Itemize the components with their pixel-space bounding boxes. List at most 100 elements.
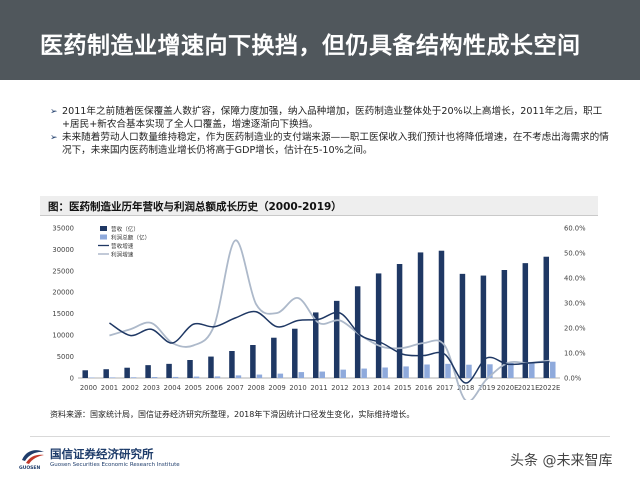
legend-swatch-revenue (100, 226, 107, 231)
bar-revenue (145, 365, 151, 378)
y-right-tick-label: 20.0% (564, 324, 586, 332)
bar-profit (298, 372, 305, 378)
y-right-tick-label: 0.0% (564, 374, 582, 382)
bar-profit (487, 364, 493, 378)
bar-profit (214, 376, 221, 378)
line-revenue-growth (109, 310, 550, 384)
bar-profit (319, 371, 325, 378)
bar-profit (466, 364, 472, 378)
bar-revenue (292, 328, 298, 378)
org-name-cn: 国信证券经济研究所 (50, 447, 154, 461)
bar-profit (508, 363, 514, 378)
bar-profit (340, 369, 346, 378)
bar-profit (130, 377, 137, 378)
y-right-tick-label: 30.0% (564, 299, 586, 307)
bar-profit (109, 377, 116, 378)
org-name-en: Guosen Securities Economic Research Inst… (50, 462, 180, 468)
bullet-item-1: ➢ 2011年之前随着医保覆盖人数扩容，保障力度加强，纳入品种增加，医药制造业整… (50, 106, 610, 131)
y-left-tick-label: 25000 (52, 267, 74, 275)
bar-profit (172, 376, 179, 378)
y-right-tick-label: 40.0% (564, 274, 586, 282)
bar-profit (445, 363, 451, 378)
bar-revenue (166, 363, 172, 378)
legend-swatch-profit (100, 234, 107, 240)
bar-revenue (229, 351, 235, 378)
bar-revenue (124, 367, 130, 378)
page-title: 医药制造业增速向下换挡，但仍具备结构性成长空间 (40, 33, 581, 59)
bar-profit (382, 367, 388, 378)
bar-revenue (417, 252, 424, 378)
bar-revenue (271, 337, 277, 378)
x-tick-label: 2005 (185, 384, 202, 392)
x-tick-label: 2022E (539, 384, 561, 392)
y-left-tick-label: 10000 (52, 332, 74, 340)
title-bar: 医药制造业增速向下换挡，但仍具备结构性成长空间 (0, 0, 640, 80)
x-tick-label: 2010 (289, 384, 306, 392)
bar-revenue (438, 250, 445, 378)
x-tick-label: 2009 (268, 384, 285, 392)
bar-profit (88, 377, 95, 378)
bar-revenue (250, 345, 256, 378)
x-tick-label: 2001 (101, 384, 118, 392)
x-tick-label: 2007 (227, 384, 244, 392)
bar-revenue (522, 263, 529, 378)
x-tick-label: 2013 (352, 384, 369, 392)
bar-profit (424, 364, 430, 378)
y-right-tick-label: 60.0% (564, 224, 586, 232)
bullet-list: ➢ 2011年之前随着医保覆盖人数扩容，保障力度加强，纳入品种增加，医药制造业整… (50, 106, 610, 158)
legend-label-profit: 利润总额（亿） (111, 234, 150, 242)
x-tick-label: 2020E (497, 384, 519, 392)
x-tick-label: 2017 (436, 384, 453, 392)
bar-profit (361, 368, 367, 378)
bar-profit (529, 362, 535, 378)
legend-label-profit-growth: 利润增速 (111, 251, 134, 259)
bar-profit (256, 374, 263, 378)
bullet-item-2: ➢ 未来随着劳动人口数量维持稳定，作为医药制造业的支付端来源——职工医保收入我们… (50, 132, 610, 157)
legend-label-revenue: 营收（亿） (111, 225, 139, 233)
legend-label-revenue-growth: 营收增速 (111, 242, 134, 250)
line-profit-growth (109, 239, 550, 400)
y-left-tick-label: 0 (70, 374, 74, 382)
x-tick-label: 2015 (394, 384, 411, 392)
x-tick-label: 2000 (80, 384, 97, 392)
source-note: 资料来源：国家统计局，国信证券经济研究所整理，2018年下滑因统计口径发生变化，… (50, 410, 415, 419)
y-left-tick-label: 5000 (57, 353, 74, 361)
y-right-tick-label: 10.0% (564, 349, 586, 357)
guosen-logo-icon (22, 450, 44, 464)
bar-revenue (208, 356, 214, 378)
footer-divider (30, 436, 610, 437)
bar-revenue (333, 300, 340, 378)
x-tick-label: 2008 (247, 384, 264, 392)
bar-profit (193, 376, 200, 378)
y-left-tick-label: 15000 (52, 310, 74, 318)
y-left-tick-label: 35000 (52, 224, 74, 232)
x-tick-label: 2012 (331, 384, 348, 392)
x-tick-label: 2014 (373, 384, 390, 392)
bar-revenue (543, 256, 550, 378)
x-tick-label: 2003 (143, 384, 160, 392)
arrow-bullet-icon: ➢ (50, 107, 58, 117)
bar-revenue (313, 312, 319, 378)
x-tick-label: 2021E (518, 384, 540, 392)
x-tick-label: 2002 (122, 384, 139, 392)
chart-title: 图：医药制造业历年营收与利润总额成长历史（2000-2019） (48, 201, 342, 213)
x-tick-label: 2019 (478, 384, 495, 392)
bar-profit (151, 377, 158, 378)
bar-profit (277, 373, 284, 378)
bar-profit (550, 361, 556, 378)
bar-revenue (187, 360, 193, 378)
bar-revenue (82, 370, 88, 378)
bullet-text-2: 未来随着劳动人口数量维持稳定，作为医药制造业的支付端来源——职工医保收入我们预计… (62, 132, 609, 156)
chart-title-bar: 图：医药制造业历年营收与利润总额成长历史（2000-2019） (40, 196, 598, 216)
arrow-bullet-icon: ➢ (50, 133, 58, 144)
logo-text: GUOSEN (19, 466, 41, 471)
bar-revenue (480, 275, 487, 378)
x-tick-label: 2016 (415, 384, 432, 392)
bar-profit (235, 375, 242, 378)
y-right-tick-label: 50.0% (564, 249, 586, 257)
x-tick-label: 2011 (310, 384, 327, 392)
bar-revenue (501, 270, 508, 378)
y-left-tick-label: 20000 (52, 289, 74, 297)
bullet-text-1: 2011年之前随着医保覆盖人数扩容，保障力度加强，纳入品种增加，医药制造业整体处… (62, 106, 603, 130)
bar-revenue (459, 273, 466, 378)
